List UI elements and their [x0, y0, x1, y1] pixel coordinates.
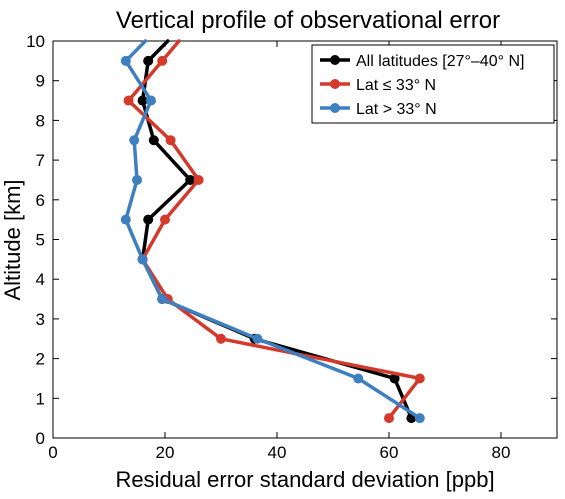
- legend-box: [311, 44, 555, 124]
- data-point: [120, 214, 131, 225]
- series-2: [120, 39, 425, 424]
- y-tick-label: 6: [36, 191, 45, 210]
- plot-area: 0 20 40 60 80 0 1 2 3 4 5 6 7 8 9 10: [26, 32, 558, 462]
- data-point: [143, 214, 154, 225]
- data-point: [120, 55, 131, 66]
- data-point: [137, 254, 148, 265]
- data-point: [146, 95, 156, 106]
- y-tick-label: 5: [36, 231, 45, 250]
- data-point: [165, 135, 176, 146]
- legend-entry: Lat > 33° N: [356, 101, 437, 118]
- legend-marker: [330, 103, 340, 113]
- data-point: [384, 413, 394, 424]
- y-tick-label: 1: [36, 389, 45, 408]
- y-tick-label: 3: [36, 310, 45, 329]
- x-axis-label: Residual error standard deviation [ppb]: [115, 467, 494, 492]
- data-point: [414, 373, 425, 384]
- legend-marker: [330, 55, 340, 65]
- data-point: [193, 174, 204, 185]
- data-point: [160, 214, 170, 225]
- data-point: [185, 174, 196, 185]
- y-tick-label: 8: [36, 111, 45, 130]
- legend-entry: All latitudes [27°–40° N]: [356, 53, 524, 70]
- data-point: [123, 95, 134, 106]
- legend-entry: Lat ≤ 33° N: [356, 77, 436, 94]
- data-point: [389, 373, 400, 384]
- data-point: [143, 55, 154, 66]
- data-point: [353, 373, 364, 384]
- y-tick-label: 4: [36, 270, 45, 289]
- data-point: [157, 294, 168, 305]
- x-tick-label: 40: [268, 443, 287, 462]
- data-point: [216, 333, 226, 344]
- y-tick-label: 9: [36, 72, 45, 91]
- y-tick-label: 7: [36, 151, 45, 170]
- y-tick-label: 2: [36, 350, 45, 369]
- x-tick-label: 20: [156, 443, 175, 462]
- data-point: [414, 413, 425, 424]
- chart-title: Vertical profile of observational error: [116, 7, 500, 34]
- x-tick-label: 60: [380, 443, 399, 462]
- x-tick-label: 0: [48, 443, 57, 462]
- data-point: [129, 135, 140, 146]
- data-point: [252, 333, 263, 344]
- legend: All latitudes [27°–40° N] Lat ≤ 33° N Lat …: [311, 44, 555, 124]
- legend-marker: [330, 79, 340, 89]
- data-point: [148, 135, 159, 146]
- data-point: [137, 95, 148, 106]
- y-axis-label: Altitude [km]: [0, 179, 25, 300]
- y-tick-label: 0: [36, 429, 45, 448]
- data-point: [157, 55, 168, 66]
- x-tick-label: 80: [492, 443, 511, 462]
- y-tick-label: 10: [26, 32, 45, 51]
- data-point: [132, 174, 142, 185]
